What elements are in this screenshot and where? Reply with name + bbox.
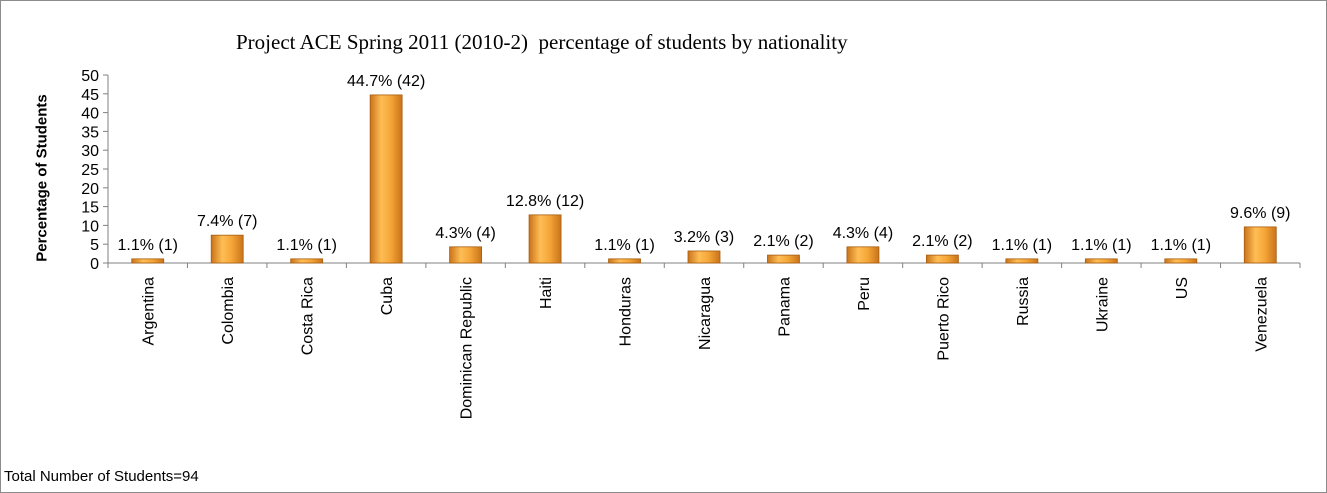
y-tick-label: 25 xyxy=(81,162,99,179)
bar-dominican-republic xyxy=(449,246,483,264)
x-tick-label-panama: Panama xyxy=(776,277,793,337)
bar-costa-rica xyxy=(290,258,324,264)
chart-title: Project ACE Spring 2011 (2010-2) percent… xyxy=(236,30,848,54)
data-label-honduras: 1.1% (1) xyxy=(594,237,654,254)
x-tick-label-haiti: Haiti xyxy=(538,277,555,309)
total-students-note: Total Number of Students=94 xyxy=(4,468,199,485)
data-label-us: 1.1% (1) xyxy=(1151,237,1211,254)
x-tick-label-honduras: Honduras xyxy=(618,277,635,346)
bar-puerto-rico xyxy=(926,254,959,264)
x-tick-label-us: US xyxy=(1174,277,1191,299)
data-label-argentina: 1.1% (1) xyxy=(117,237,177,254)
x-tick-label-peru: Peru xyxy=(856,277,873,311)
bar-ukraine xyxy=(1084,258,1118,264)
bar-haiti xyxy=(528,214,562,264)
data-label-cuba: 44.7% (42) xyxy=(347,73,425,90)
data-label-puerto-rico: 2.1% (2) xyxy=(912,233,972,250)
data-label-colombia: 7.4% (7) xyxy=(197,213,257,230)
y-tick-label: 10 xyxy=(81,218,99,235)
bar-venezuela xyxy=(1243,226,1277,264)
x-tick-label-cuba: Cuba xyxy=(379,277,396,315)
data-label-venezuela: 9.6% (9) xyxy=(1230,205,1290,222)
y-tick-label: 5 xyxy=(90,237,99,254)
data-label-costa-rica: 1.1% (1) xyxy=(276,237,336,254)
data-label-peru: 4.3% (4) xyxy=(833,225,893,242)
x-tick-label-russia: Russia xyxy=(1015,277,1032,326)
y-tick-label: 0 xyxy=(90,256,99,273)
y-tick-label: 40 xyxy=(81,106,99,123)
bar-nicaragua xyxy=(687,250,721,264)
data-label-russia: 1.1% (1) xyxy=(992,237,1052,254)
x-tick-label-venezuela: Venezuela xyxy=(1253,277,1270,352)
x-tick-label-puerto-rico: Puerto Rico xyxy=(935,277,952,361)
data-label-panama: 2.1% (2) xyxy=(753,233,813,250)
bar-us xyxy=(1164,258,1198,264)
y-tick-label: 30 xyxy=(81,143,99,160)
data-label-nicaragua: 3.2% (3) xyxy=(674,229,734,246)
x-tick-label-ukraine: Ukraine xyxy=(1094,277,1111,332)
y-tick-label: 35 xyxy=(81,124,99,141)
bar-russia xyxy=(1005,258,1039,264)
y-tick-label: 45 xyxy=(81,87,99,104)
y-tick-label: 15 xyxy=(81,200,99,217)
x-tick-label-dominican-republic: Dominican Republic xyxy=(459,277,476,419)
bar-peru xyxy=(846,246,880,264)
y-tick-label: 50 xyxy=(81,68,99,85)
data-label-ukraine: 1.1% (1) xyxy=(1071,237,1131,254)
x-tick-label-costa-rica: Costa Rica xyxy=(300,277,317,355)
bars xyxy=(131,94,1277,264)
y-tick-label: 20 xyxy=(81,181,99,198)
x-tick-label-nicaragua: Nicaragua xyxy=(697,277,714,350)
labels: 1.1% (1) Argentina 7.4% (7) Colombia 1.1% (1… xyxy=(117,73,1290,419)
x-tick-label-colombia: Colombia xyxy=(220,277,237,345)
bar-cuba xyxy=(369,94,403,264)
data-label-dominican-republic: 4.3% (4) xyxy=(435,225,495,242)
bar-argentina xyxy=(131,258,165,264)
bar-panama xyxy=(767,254,800,264)
bar-honduras xyxy=(608,258,641,264)
data-label-haiti: 12.8% (12) xyxy=(506,193,584,210)
x-tick-label-argentina: Argentina xyxy=(141,277,158,346)
bar-colombia xyxy=(210,234,244,264)
